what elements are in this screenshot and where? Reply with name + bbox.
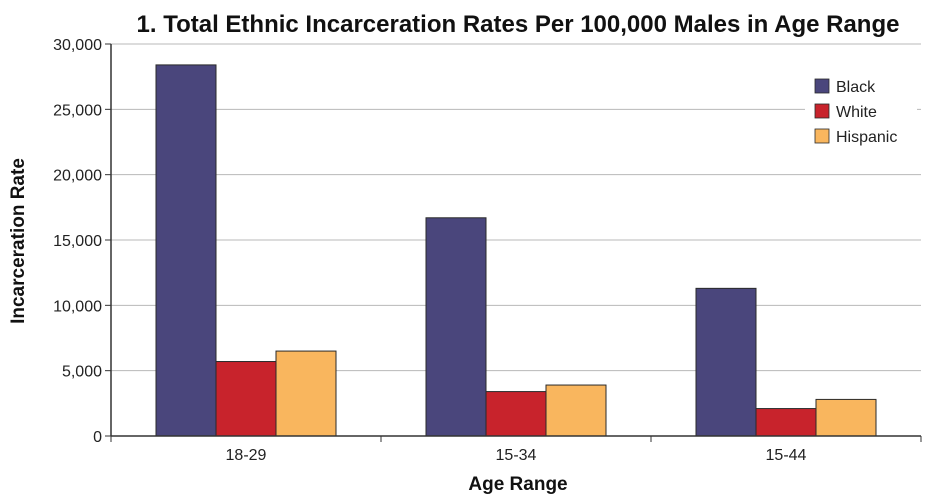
bar-black-18-29 <box>155 64 217 437</box>
bar-white-18-29 <box>215 361 277 437</box>
bar-black-15-34 <box>425 217 487 437</box>
x-tick-label: 18-29 <box>226 447 267 464</box>
x-tick-labels: 18-29 15-34 15-44 <box>226 447 807 464</box>
y-tick-label: 30,000 <box>53 37 102 54</box>
x-tick-label: 15-44 <box>766 447 807 464</box>
y-tick-label: 20,000 <box>53 168 102 185</box>
legend-label-white: White <box>836 104 877 121</box>
gridlines <box>111 43 921 372</box>
legend-swatch-black <box>814 78 830 94</box>
bar-hispanic-18-29 <box>275 350 337 437</box>
axes <box>105 43 922 442</box>
bar-white-15-34 <box>485 391 547 437</box>
bar-white-15-44 <box>755 408 817 437</box>
y-tick-label: 25,000 <box>53 102 102 119</box>
bar-hispanic-15-44 <box>815 398 877 437</box>
legend-swatch-hispanic <box>814 128 830 144</box>
bars <box>155 64 877 437</box>
chart-title: 1. Total Ethnic Incarceration Rates Per … <box>137 11 900 38</box>
y-tick-labels: 0 5,000 10,000 15,000 20,000 25,000 30,000 <box>53 37 102 446</box>
legend-label-hispanic: Hispanic <box>836 129 897 146</box>
y-tick-label: 15,000 <box>53 233 102 250</box>
legend-swatch-white <box>814 103 830 119</box>
y-tick-label: 10,000 <box>53 298 102 315</box>
y-axis-title: Incarceration Rate <box>8 158 29 324</box>
bar-black-15-44 <box>695 287 757 437</box>
bar-hispanic-15-34 <box>545 384 607 437</box>
y-tick-label: 0 <box>93 429 102 446</box>
legend-label-black: Black <box>836 79 876 96</box>
y-tick-label: 5,000 <box>62 364 102 381</box>
legend: Black White Hispanic <box>805 70 917 152</box>
x-tick-label: 15-34 <box>496 447 537 464</box>
x-axis-title: Age Range <box>468 474 567 495</box>
